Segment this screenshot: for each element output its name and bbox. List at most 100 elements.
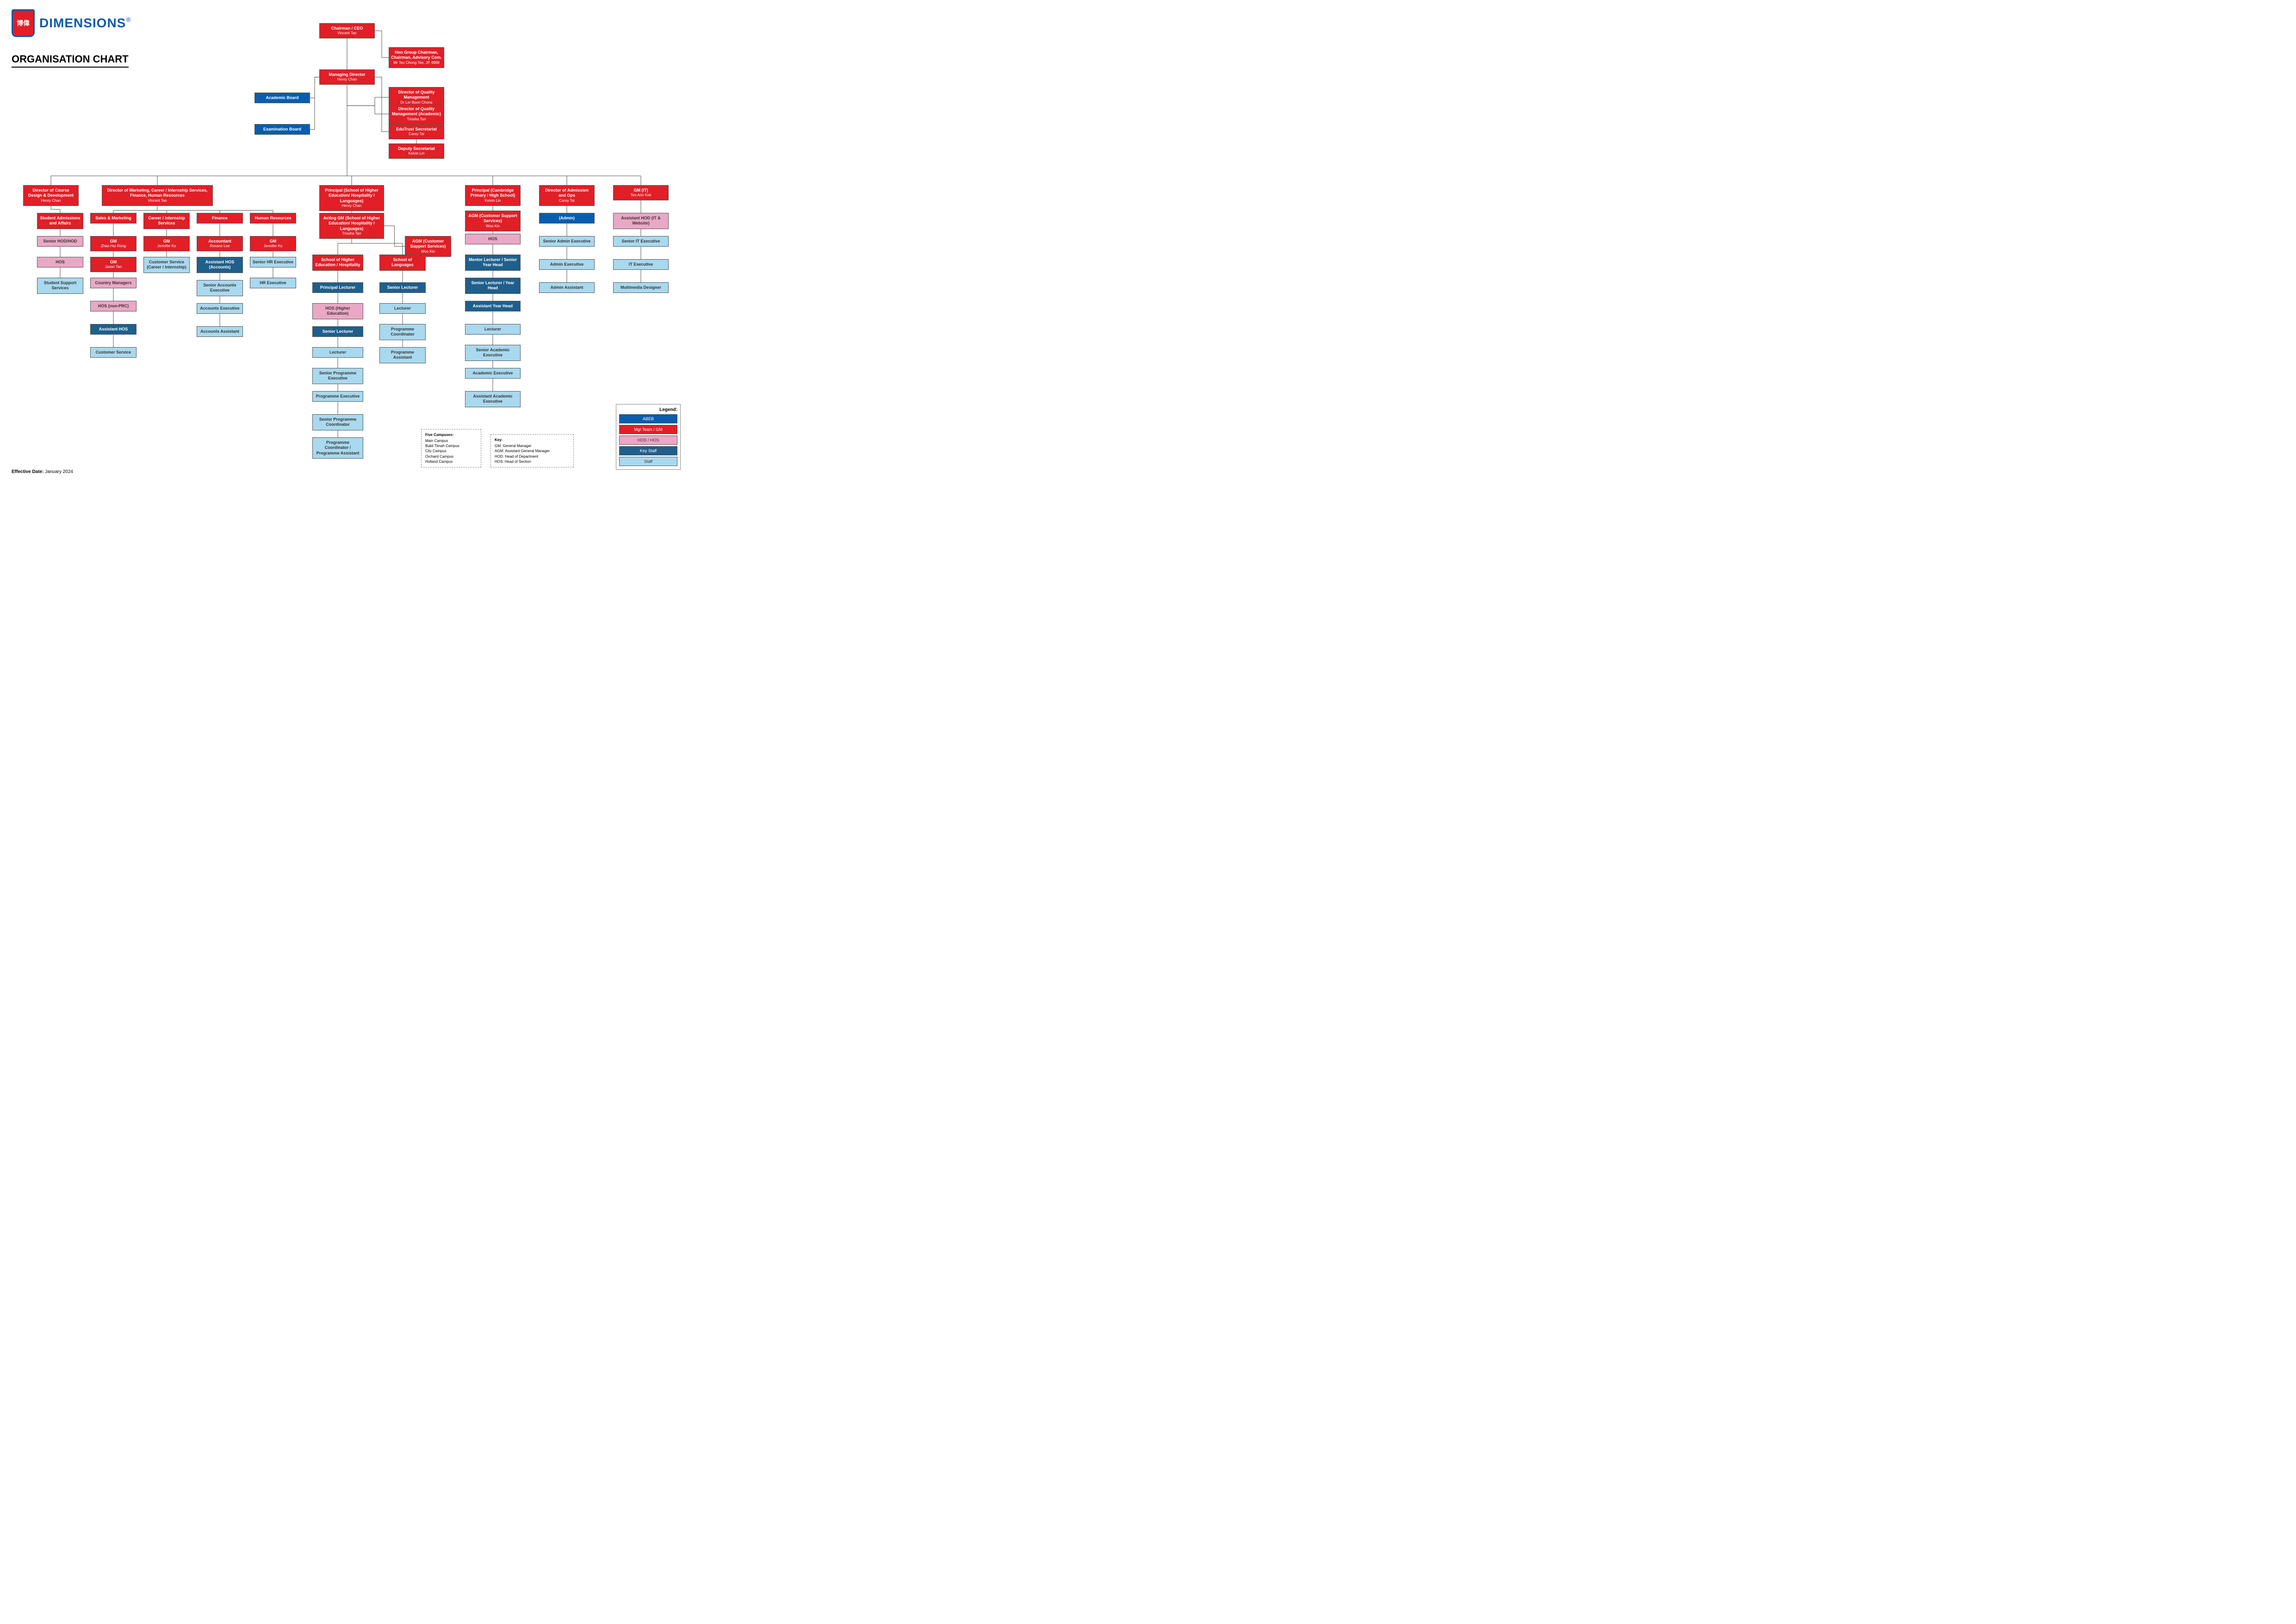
node-title: IT Executive: [615, 262, 666, 267]
node-title: (Admin): [541, 216, 592, 221]
node-sub: Carey Tai: [541, 199, 592, 203]
node-hos1: HOS: [37, 257, 83, 268]
node-plec: Principal Lecturer: [312, 282, 363, 293]
node-title: AGM (Customer Support Services): [467, 213, 518, 224]
node-aaex: Assistant Academic Executive: [465, 391, 521, 407]
node-title: Deputy Secretariat: [391, 146, 442, 151]
node-slyh: Senior Lecturer / Year Head: [465, 278, 521, 294]
node-title: Assistant Year Head: [467, 304, 518, 309]
node-fin: Finance: [197, 213, 243, 224]
node-title: Chairman / CEO: [322, 26, 372, 31]
node-title: HOS (Higher Education): [315, 306, 361, 317]
node-sub: Zhao Hui Rong: [93, 244, 134, 249]
node-title: Director of Quality Management (Academic…: [391, 106, 442, 117]
node-title: Director of Quality Management: [391, 90, 442, 100]
node-sub: Henry Chan: [322, 77, 372, 82]
node-shre: Senior HR Executive: [250, 257, 296, 268]
node-title: GM: [252, 239, 294, 244]
node-sub: Roxane Lee: [199, 244, 241, 249]
node-pe: Programme Executive: [312, 391, 363, 402]
node-title: GM: [146, 239, 187, 244]
node-gmhr: GMJennifer Ko: [250, 236, 296, 251]
node-title: Assistant HOD (IT & Website): [615, 216, 666, 226]
node-cis: Career / Internship Services: [143, 213, 190, 229]
key-item: AGM: Assistant General Manager: [495, 448, 570, 454]
node-dmkt: Director of Marketing, Career / Internsh…: [102, 185, 213, 206]
node-title: Principal (Cambridge Primary / High Scho…: [467, 188, 518, 199]
node-saex: Senior Academic Executive: [465, 345, 521, 361]
node-dcd: Director of Course Design & DevelopmentH…: [23, 185, 79, 206]
node-title: GM: [93, 260, 134, 265]
node-sheh: School of Higher Education / Hospitality: [312, 255, 363, 271]
legend: Legend: ABEBMgt Team / GMHOD / HOSKey St…: [616, 404, 681, 470]
node-hre: HR Executive: [250, 278, 296, 288]
node-sub: Teo Ann Kok: [615, 193, 666, 198]
node-sub: Vincent Tan: [322, 31, 372, 36]
node-title: Principal (School of Higher Education/ H…: [322, 188, 382, 204]
node-site: Senior IT Executive: [613, 236, 669, 247]
node-title: Senior Academic Executive: [467, 348, 518, 358]
node-title: Senior HOD/HOD: [39, 239, 81, 244]
effective-label: Effective Date:: [12, 469, 43, 474]
node-title: Senior Admin Executive: [541, 239, 592, 244]
node-hosnp: HOS (non-PRC): [90, 301, 137, 311]
node-sub: Henry Chan: [322, 204, 382, 208]
node-admin: (Admin): [539, 213, 595, 224]
effective-value: January 2024: [45, 469, 73, 474]
node-title: Human Resources: [252, 216, 294, 221]
node-title: Programme Coordinator / Programme Assist…: [315, 440, 361, 456]
node-spe: Senior Programme Executive: [312, 368, 363, 384]
node-ahodit: Assistant HOD (IT & Website): [613, 213, 669, 229]
node-title: Director of Course Design & Development: [25, 188, 76, 199]
campus-item: Orchard Campus: [425, 454, 477, 459]
node-sub: Jennifer Ko: [252, 244, 294, 249]
node-title: Programme Assistant: [382, 350, 423, 361]
node-prin2: Principal (Cambridge Primary / High Scho…: [465, 185, 521, 206]
node-dadm: Director of Admission and OpsCarey Tai: [539, 185, 595, 206]
campus-item: Main Campus: [425, 438, 477, 443]
legend-swatch: Mgt Team / GM: [619, 425, 677, 434]
node-mlyh: Mentor Lecturer / Senior Year Head: [465, 255, 521, 271]
node-sub: Jason Tan: [93, 265, 134, 269]
node-title: Admin Assistant: [541, 285, 592, 290]
node-agmcs1: AGM (Customer Support Services)Woo Kin: [405, 236, 451, 257]
node-gmjen: GMJennifer Ko: [143, 236, 190, 251]
node-title: School of Languages: [382, 257, 423, 268]
node-title: Academic Executive: [467, 371, 518, 376]
node-title: Accounts Assistant: [199, 329, 241, 334]
node-title: Senior Lecturer: [315, 329, 361, 334]
node-ceo: Chairman / CEOVincent Tan: [319, 23, 375, 38]
node-aa: Accounts Assistant: [197, 326, 243, 337]
node-sub: Jennifer Ko: [146, 244, 187, 249]
node-sub: Henry Chan: [25, 199, 76, 203]
node-cmgr: Country Managers: [90, 278, 137, 288]
node-title: Acting GM (School of Higher Education/ H…: [322, 216, 382, 231]
campus-item: Holland Campus: [425, 459, 477, 464]
node-title: Assistant Academic Executive: [467, 394, 518, 404]
node-sub: Carey Tai: [391, 132, 442, 137]
node-ahos: Assistant HOS: [90, 324, 137, 335]
node-title: Senior IT Executive: [615, 239, 666, 244]
campus-item: City Campus: [425, 448, 477, 454]
node-title: Senior Lecturer / Year Head: [467, 280, 518, 291]
node-ite: IT Executive: [613, 259, 669, 270]
key-item: GM: General Manager: [495, 443, 570, 448]
node-title: AGM (Customer Support Services): [407, 239, 449, 249]
node-lec1: Lecturer: [312, 347, 363, 358]
key-title: Key:: [495, 437, 570, 442]
node-hoshe: HOS (Higher Education): [312, 303, 363, 319]
node-title: Hon Group Chairman, Chairman, Advisory C…: [391, 50, 442, 61]
key-box: Key: GM: General ManagerAGM: Assistant G…: [490, 434, 574, 467]
node-adass: Admin Assistant: [539, 282, 595, 293]
node-title: Lecturer: [315, 350, 361, 355]
key-item: HOD: Head of Department: [495, 454, 570, 459]
legend-title: Legend:: [619, 407, 677, 412]
node-acct: AccountantRoxane Lee: [197, 236, 243, 251]
node-title: Academic Board: [257, 95, 308, 100]
node-title: Customer Service (Career / Internship): [146, 260, 187, 270]
node-title: Senior Programme Executive: [315, 371, 361, 381]
legend-swatch: Key Staff: [619, 446, 677, 455]
node-title: Admin Executive: [541, 262, 592, 267]
node-lec2: Lecturer: [379, 303, 426, 314]
node-title: EduTrust Secretariat: [391, 127, 442, 132]
